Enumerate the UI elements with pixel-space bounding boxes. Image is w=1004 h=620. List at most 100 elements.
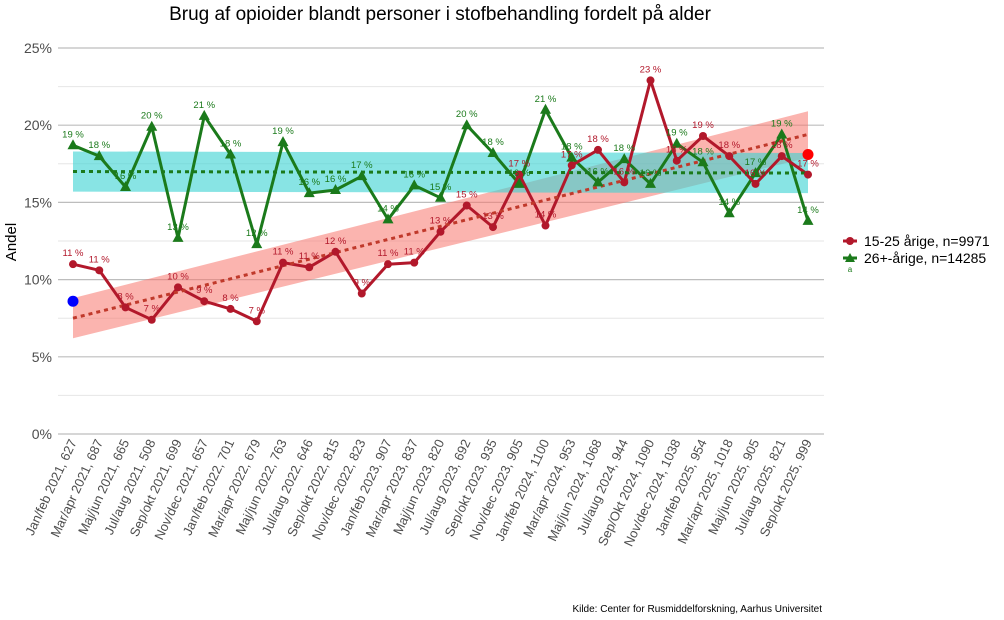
data-point	[592, 176, 604, 187]
data-label: 13 %	[482, 211, 504, 222]
data-label: 9 %	[354, 277, 371, 288]
data-label: 12 %	[246, 228, 268, 239]
data-point	[513, 177, 525, 188]
data-point	[303, 187, 315, 198]
y-tick-label: 10%	[24, 272, 52, 288]
data-point	[147, 315, 156, 324]
data-label: 8 %	[222, 293, 239, 304]
data-label: 16 %	[587, 166, 609, 177]
data-label: 16 %	[613, 166, 635, 177]
data-label: 14 %	[535, 210, 557, 221]
data-point	[594, 145, 602, 154]
data-point	[804, 170, 812, 179]
y-axis-ticks: 0% 5% 10% 15% 20% 25%	[24, 40, 52, 442]
data-label: 19 %	[272, 126, 294, 137]
data-label: 10 %	[167, 271, 189, 282]
data-label: 16 %	[745, 168, 767, 179]
data-point	[515, 170, 524, 179]
data-point	[725, 152, 734, 161]
data-point	[618, 153, 630, 164]
data-point	[330, 184, 341, 195]
data-point	[646, 76, 655, 85]
data-label: 7 %	[144, 304, 161, 315]
data-point	[776, 128, 788, 139]
y-tick-label: 25%	[24, 40, 52, 56]
data-point	[408, 179, 420, 190]
grid	[58, 47, 824, 435]
data-label: 16 %	[640, 168, 662, 179]
data-label: 11 %	[63, 248, 85, 259]
data-point	[384, 260, 392, 269]
data-point	[750, 167, 761, 178]
data-label: 18 %	[220, 139, 242, 150]
data-point	[566, 151, 578, 162]
data-point	[357, 289, 366, 298]
data-label: 11 %	[89, 254, 111, 265]
data-point	[172, 231, 184, 242]
chart-title: Brug af opioider blandt personer i stofb…	[169, 4, 712, 25]
data-label: 7 %	[249, 305, 266, 316]
data-point	[462, 201, 471, 210]
data-label: 18 %	[718, 140, 740, 151]
data-label: 18 %	[587, 134, 609, 145]
data-point	[225, 148, 236, 159]
data-point	[146, 120, 158, 131]
data-point	[251, 238, 263, 249]
data-point	[436, 227, 445, 236]
legend-marker-26-plus	[845, 253, 855, 262]
data-point	[331, 247, 340, 256]
data-label: 9 %	[196, 285, 213, 296]
data-point	[279, 258, 287, 267]
data-point	[645, 177, 656, 188]
data-labels: 11 % 11 % 8 % 7 % 10 % 9 % 8 % 7 % 11 % 11 % 12 % 9…	[62, 64, 819, 316]
data-point	[699, 132, 707, 141]
series-markers	[67, 76, 814, 326]
highlight-point-first	[67, 295, 79, 307]
data-label: 11 %	[378, 248, 400, 259]
data-label: 20 %	[141, 111, 163, 122]
data-point	[802, 214, 814, 225]
data-point	[672, 156, 681, 165]
data-label: 18 %	[666, 145, 688, 156]
data-point	[777, 152, 786, 161]
y-tick-label: 5%	[32, 349, 52, 365]
legend-note: a	[848, 265, 853, 274]
data-point	[200, 297, 209, 306]
data-label: 21 %	[193, 100, 215, 111]
data-point	[305, 263, 314, 272]
data-label: 15 %	[456, 189, 478, 200]
data-point	[382, 213, 394, 224]
data-point	[487, 146, 499, 157]
data-point	[67, 139, 79, 150]
data-label: 17 %	[561, 149, 583, 160]
y-tick-label: 15%	[24, 194, 52, 210]
highlight-point-last	[802, 149, 814, 161]
data-point	[435, 191, 446, 202]
data-point	[120, 180, 131, 191]
data-label: 18 %	[482, 137, 504, 148]
data-point	[93, 150, 105, 161]
data-label: 19 %	[771, 118, 793, 129]
data-point	[174, 283, 182, 292]
legend: 15-25 årige, n=9971 26+-årige, n=14285 a	[843, 233, 990, 274]
data-point	[226, 304, 235, 313]
data-label: 16 %	[115, 171, 137, 182]
y-axis-label: Andel	[3, 223, 20, 261]
data-label: 14 %	[377, 203, 399, 214]
data-label: 16 %	[298, 177, 320, 188]
data-label: 13 %	[167, 222, 189, 233]
data-point	[121, 303, 130, 312]
data-point	[410, 258, 419, 267]
data-point	[671, 137, 683, 148]
data-label: 13 %	[430, 216, 452, 227]
data-point	[489, 223, 497, 232]
data-label: 14 %	[718, 197, 740, 208]
y-tick-label: 20%	[24, 117, 52, 133]
data-label: 16 %	[325, 174, 347, 185]
data-point	[356, 170, 368, 181]
data-label: 11 %	[404, 247, 426, 258]
data-label: 16 %	[508, 168, 530, 179]
trend-line-0	[72, 133, 809, 320]
data-label: 11 %	[273, 247, 295, 258]
